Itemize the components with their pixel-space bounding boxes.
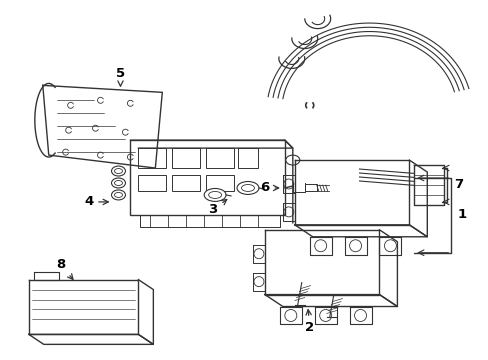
Ellipse shape [114, 168, 122, 174]
Ellipse shape [208, 192, 221, 198]
Ellipse shape [114, 193, 122, 197]
Text: 8: 8 [56, 258, 73, 279]
Text: 6: 6 [260, 181, 278, 194]
Ellipse shape [111, 190, 125, 200]
Text: 7: 7 [453, 179, 462, 192]
Text: 2: 2 [305, 310, 314, 334]
Ellipse shape [114, 180, 122, 185]
Ellipse shape [203, 189, 225, 201]
Text: 1: 1 [456, 208, 466, 221]
Text: 4: 4 [84, 195, 108, 208]
Ellipse shape [285, 155, 299, 165]
Ellipse shape [237, 181, 259, 194]
Ellipse shape [111, 166, 125, 176]
Ellipse shape [111, 178, 125, 188]
Text: 3: 3 [208, 199, 226, 216]
Ellipse shape [241, 184, 254, 192]
Text: 5: 5 [116, 67, 125, 86]
